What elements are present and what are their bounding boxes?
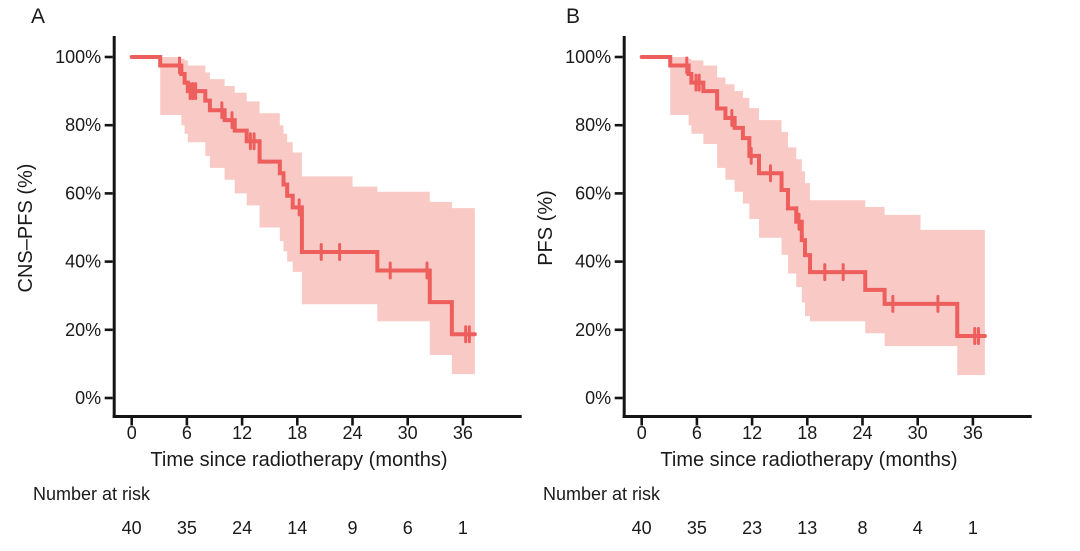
risk-count-a: 6: [403, 518, 413, 538]
confidence-band-a: [160, 57, 475, 375]
risk-count-a: 9: [347, 518, 357, 538]
y-tick-label-b: 40%: [575, 252, 611, 272]
x-tick-label-a: 6: [182, 423, 192, 443]
x-tick-label-a: 0: [127, 423, 137, 443]
y-tick-label-b: 80%: [575, 115, 611, 135]
panel-b-letter: B: [566, 5, 581, 28]
x-tick-label-b: 24: [852, 423, 872, 443]
y-tick-label-b: 100%: [565, 47, 611, 67]
risk-count-b: 1: [968, 518, 978, 538]
y-tick-label-b: 20%: [575, 320, 611, 340]
risk-count-a: 35: [177, 518, 197, 538]
panel-b-risk-table-label: Number at risk: [543, 484, 661, 504]
x-tick-label-b: 36: [963, 423, 983, 443]
risk-count-b: 8: [857, 518, 867, 538]
risk-count-a: 1: [458, 518, 468, 538]
risk-count-b: 4: [913, 518, 923, 538]
x-tick-label-b: 12: [742, 423, 762, 443]
x-tick-label-b: 0: [637, 423, 647, 443]
panel-b-y-axis-title: PFS (%): [535, 190, 557, 266]
panel-a-risk-table-label: Number at risk: [33, 484, 151, 504]
y-tick-label-a: 20%: [65, 320, 101, 340]
panel-b: 0 40 6 35 12 23 18 13 24 8 30 4 36 1 0% 20% 40% 60% 80% 100…: [565, 36, 1032, 538]
risk-count-b: 40: [632, 518, 652, 538]
panel-a-x-axis-title: Time since radiotherapy (months): [150, 449, 448, 471]
panel-a: 0 40 6 35 12 24 18 14 24 9 30 6 36 1 0% 20% 40% 60% 80% 100…: [55, 36, 522, 538]
panel-b-x-axis-title: Time since radiotherapy (months): [660, 449, 958, 471]
x-tick-label-b: 30: [908, 423, 928, 443]
x-tick-label-a: 30: [398, 423, 418, 443]
x-tick-label-a: 18: [287, 423, 307, 443]
x-tick-label-a: 24: [342, 423, 362, 443]
risk-count-a: 14: [287, 518, 307, 538]
risk-count-a: 24: [232, 518, 252, 538]
y-tick-label-a: 0%: [75, 388, 101, 408]
x-tick-label-b: 6: [692, 423, 702, 443]
y-tick-label-a: 80%: [65, 115, 101, 135]
y-tick-label-a: 60%: [65, 183, 101, 203]
y-tick-label-b: 60%: [575, 183, 611, 203]
risk-count-b: 13: [797, 518, 817, 538]
y-tick-label-b: 0%: [585, 388, 611, 408]
risk-count-b: 35: [687, 518, 707, 538]
x-tick-label-a: 36: [453, 423, 473, 443]
x-tick-label-a: 12: [232, 423, 252, 443]
risk-count-a: 40: [122, 518, 142, 538]
y-tick-label-a: 100%: [55, 47, 101, 67]
x-tick-label-b: 18: [797, 423, 817, 443]
panel-a-letter: A: [31, 5, 46, 28]
y-tick-label-a: 40%: [65, 252, 101, 272]
panel-a-y-axis-title: CNS–PFS (%): [15, 163, 37, 293]
risk-count-b: 23: [742, 518, 762, 538]
